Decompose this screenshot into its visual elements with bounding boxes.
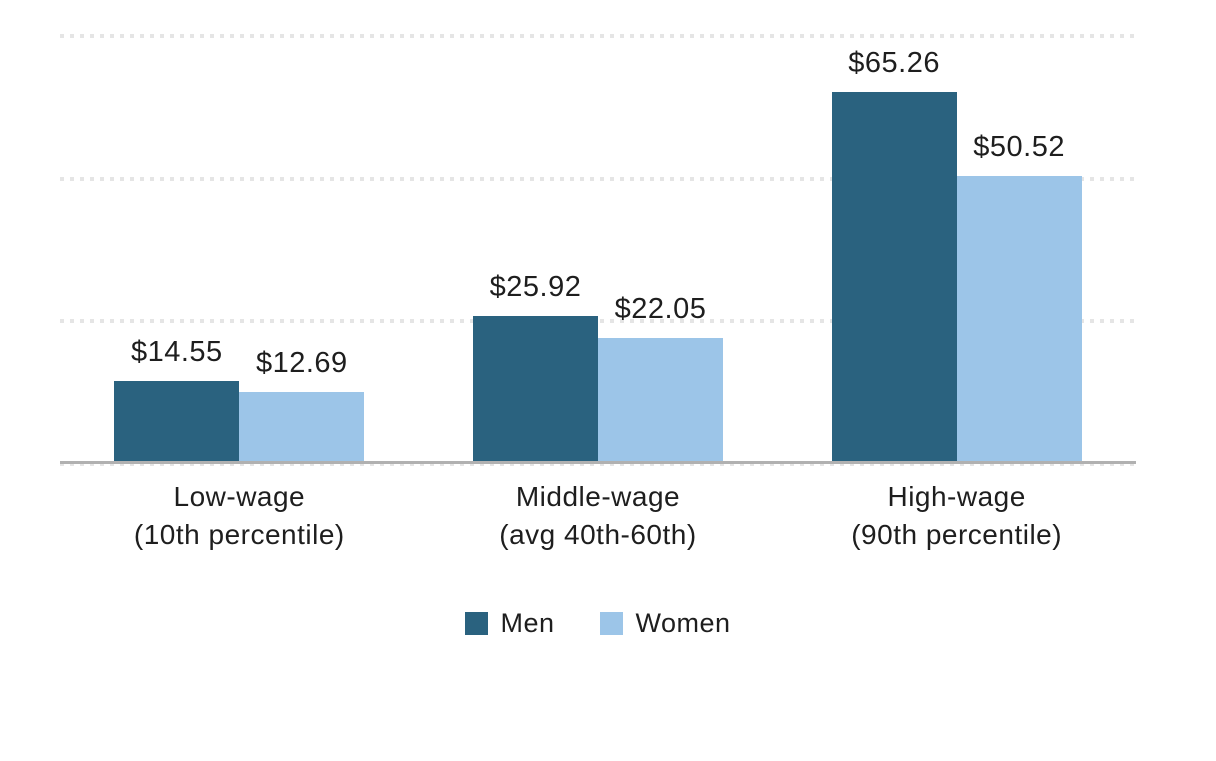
- legend: Men Women: [60, 608, 1136, 639]
- legend-swatch-women: [600, 612, 624, 635]
- x-axis-label-line2: (90th percentile): [851, 519, 1063, 550]
- x-axis-label-line1: Low-wage: [173, 481, 306, 512]
- legend-swatch-men: [465, 612, 489, 635]
- x-axis-baseline: [60, 461, 1136, 464]
- legend-item-women: Women: [600, 608, 730, 639]
- x-axis-label-2: High-wage (90th percentile): [777, 478, 1136, 554]
- bar-value-label-men-0: $14.55: [130, 335, 223, 368]
- bar-value-label-women-1: $22.05: [614, 293, 707, 326]
- x-axis-label-line1: Middle-wage: [515, 481, 681, 512]
- x-axis-label-line2: (10th percentile): [133, 519, 345, 550]
- x-axis-label-line2: (avg 40th-60th): [499, 519, 697, 550]
- plot-area: $14.55 $12.69 $25.92 $22.05 $65.26 $50.52: [60, 34, 1136, 466]
- legend-label-women: Women: [635, 608, 731, 638]
- bar-women-1: [598, 338, 723, 464]
- bar-value-label-women-0: $12.69: [255, 346, 348, 379]
- x-axis-label-0: Low-wage (10th percentile): [60, 478, 419, 554]
- legend-label-men: Men: [500, 608, 555, 638]
- bar-value-label-women-2: $50.52: [973, 130, 1065, 163]
- x-axis-label-1: Middle-wage (avg 40th-60th): [419, 478, 778, 554]
- bar-value-label-men-1: $25.92: [489, 271, 582, 304]
- x-axis-label-line1: High-wage: [887, 481, 1026, 512]
- gridline-75: [60, 34, 1136, 38]
- bar-men-0: [114, 380, 240, 464]
- gridline-25: [60, 319, 1136, 324]
- bar-men-2: [831, 91, 957, 464]
- gridline-50: [60, 176, 1136, 181]
- bar-value-label-men-2: $65.26: [848, 46, 940, 79]
- legend-item-men: Men: [465, 608, 554, 639]
- bar-women-0: [239, 391, 365, 464]
- gridline-0: [60, 462, 1136, 466]
- bar-women-2: [956, 175, 1082, 464]
- bar-men-1: [473, 316, 598, 464]
